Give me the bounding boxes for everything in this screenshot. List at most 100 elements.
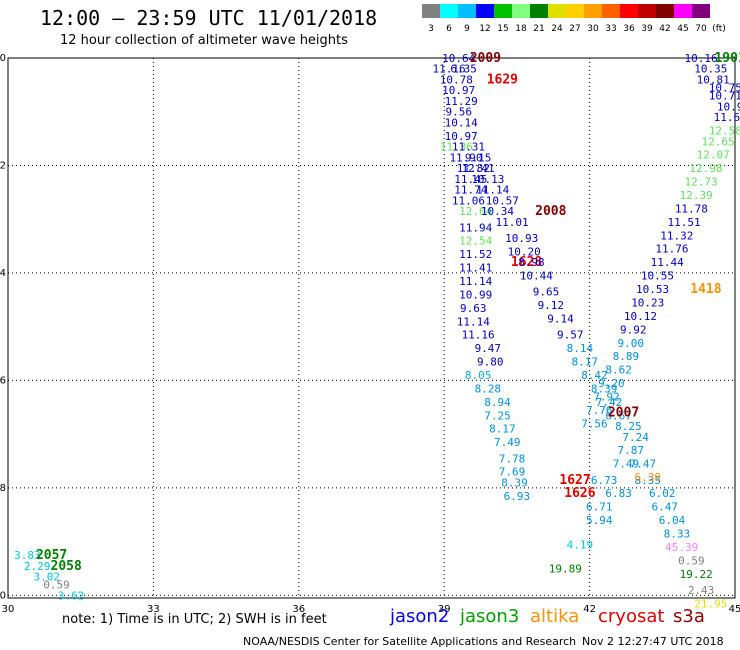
scale-label: (ft) bbox=[712, 24, 726, 34]
data-point-label: 2008 bbox=[535, 204, 566, 219]
data-point-label: 10.57 bbox=[486, 194, 519, 207]
data-point-label: 8.42 bbox=[581, 369, 608, 382]
data-point-label: 9.15 bbox=[465, 151, 492, 164]
scale-swatch bbox=[494, 4, 512, 18]
data-point-label: 10.97 bbox=[442, 84, 475, 97]
footer-credit: NOAA/NESDIS Center for Satellite Applica… bbox=[243, 635, 577, 648]
x-tick-label: 33 bbox=[147, 604, 160, 615]
scale-label: 9 bbox=[464, 24, 470, 34]
data-point-label: 9.63 bbox=[460, 302, 487, 315]
scale-label: 70 bbox=[695, 24, 707, 34]
data-point-label: 11.41 bbox=[459, 262, 492, 275]
data-point-label: 1626 bbox=[564, 486, 595, 501]
data-point-label: 11.01 bbox=[495, 216, 528, 229]
scale-swatch bbox=[440, 4, 458, 18]
data-point-label: 8.39 bbox=[501, 476, 528, 489]
data-point-label: 9.20 bbox=[598, 377, 625, 390]
data-point-label: 6.93 bbox=[504, 490, 531, 503]
data-point-label: 8.39 bbox=[591, 382, 618, 395]
data-point-label: 6.47 bbox=[651, 501, 678, 514]
data-point-label: 8.89 bbox=[613, 350, 640, 363]
data-point-label: 11.78 bbox=[675, 202, 708, 215]
data-point-label: 7.76 bbox=[586, 404, 613, 417]
data-point-label: 19.22 bbox=[680, 568, 713, 581]
data-point-label: 8.98 bbox=[518, 256, 545, 269]
data-point-label: 11.44 bbox=[651, 256, 684, 269]
y-tick-label: -50 bbox=[0, 53, 6, 64]
data-point-label: 10.44 bbox=[520, 270, 553, 283]
data-point-label: 8.17 bbox=[489, 423, 516, 436]
data-point-label: 12.07 bbox=[697, 149, 730, 162]
scale-label: 45 bbox=[677, 24, 688, 34]
data-point-label: 21.95 bbox=[694, 597, 727, 610]
scale-swatch bbox=[620, 4, 638, 18]
data-point-label: 7.69 bbox=[499, 466, 526, 479]
data-point-label: 11.14 bbox=[476, 184, 509, 197]
data-point-label: 10.75 bbox=[709, 82, 740, 95]
scale-swatch bbox=[530, 4, 548, 18]
data-point-label: 8.25 bbox=[615, 420, 642, 433]
scale-swatch bbox=[692, 4, 710, 18]
data-point-label: 0.59 bbox=[43, 579, 70, 592]
data-point-label: 10.13 bbox=[471, 173, 504, 186]
data-point-label: 10.34 bbox=[481, 205, 514, 218]
data-point-label: 11.29 bbox=[445, 95, 478, 108]
data-point-label: 10.20 bbox=[508, 245, 541, 258]
scale-swatch bbox=[512, 4, 530, 18]
data-point-label: 7.42 bbox=[596, 396, 623, 409]
data-point-label: 6.39 bbox=[635, 471, 662, 484]
data-point-label: 7.49 bbox=[613, 458, 640, 471]
data-point-label: 6.02 bbox=[649, 487, 676, 500]
data-point-label: 11.76 bbox=[655, 243, 688, 256]
data-point-label: 10.99 bbox=[459, 288, 492, 301]
scale-swatch bbox=[422, 4, 440, 18]
data-point-label: 12.04 bbox=[459, 205, 492, 218]
data-point-label: 9.47 bbox=[475, 342, 502, 355]
data-point-label: 11.06 bbox=[452, 194, 485, 207]
data-point-label: 2009 bbox=[470, 51, 501, 66]
data-point-label: 8.62 bbox=[605, 364, 632, 377]
data-point-label: 7.56 bbox=[581, 417, 608, 430]
data-point-label: 12.54 bbox=[459, 235, 492, 248]
data-point-label: 11.31 bbox=[452, 141, 485, 154]
data-point-label: 9.65 bbox=[533, 286, 560, 299]
y-tick-label: -54 bbox=[0, 268, 6, 279]
data-point-label: 11.36 bbox=[440, 141, 473, 154]
legend-s3a: s3a bbox=[673, 606, 705, 627]
data-point-label: 10.64 bbox=[442, 52, 475, 65]
data-point-label: 2007 bbox=[608, 406, 639, 421]
scale-label: 33 bbox=[605, 24, 616, 34]
scale-swatch bbox=[656, 4, 674, 18]
scale-label: 3 bbox=[428, 24, 434, 34]
color-scale-legend: 3 6 9 12 15 18 21 24 27 30 33 36 39 42 45 70 (ft) bbox=[422, 4, 726, 34]
data-point-label: 1418 bbox=[690, 282, 721, 297]
data-point-label: 45.39 bbox=[665, 541, 698, 554]
data-point-label: 12.98 bbox=[689, 162, 722, 175]
data-point-label: 12.41 bbox=[462, 162, 495, 175]
data-point-label: 12.39 bbox=[680, 189, 713, 202]
x-tick-label: 36 bbox=[292, 604, 305, 615]
data-point-label: 3.02 bbox=[34, 571, 61, 584]
x-tick-label: 30 bbox=[2, 604, 15, 615]
scale-label: 42 bbox=[659, 24, 670, 34]
legend-jason3: jason3 bbox=[460, 606, 520, 627]
x-tick-label: 45 bbox=[729, 604, 740, 615]
x-tick-label: 39 bbox=[438, 604, 451, 615]
scale-label: 18 bbox=[515, 24, 527, 34]
data-point-label: 11.16 bbox=[432, 63, 465, 76]
data-point-label: 11.52 bbox=[459, 248, 492, 261]
data-point-label: 11.94 bbox=[459, 221, 492, 234]
data-point-label: 8.28 bbox=[475, 382, 502, 395]
data-point-label: 0.59 bbox=[678, 554, 705, 567]
data-point-label: 10.9 bbox=[717, 100, 740, 113]
scale-swatch bbox=[584, 4, 602, 18]
data-point-label: 9.80 bbox=[477, 356, 504, 369]
legend-jason2: jason2 bbox=[390, 606, 450, 627]
data-point-label: 9.56 bbox=[445, 106, 472, 119]
data-point-label: 8.17 bbox=[572, 356, 599, 369]
scale-swatch bbox=[674, 4, 692, 18]
data-point-label: 19.89 bbox=[549, 562, 582, 575]
data-point-label: 7.92 bbox=[593, 391, 620, 404]
scale-label: 39 bbox=[641, 24, 653, 34]
